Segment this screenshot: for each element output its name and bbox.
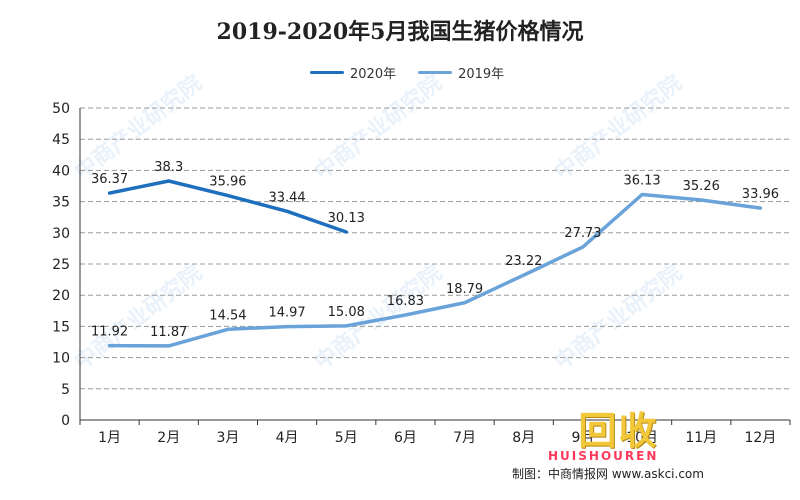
chart-title: 2019-2020年5月我国生猪价格情况 [216,19,584,45]
data-point [344,230,348,234]
legend-item-2020: 2020年 [310,63,396,82]
y-tick-label: 0 [61,413,70,429]
legend-label-2020: 2020年 [350,66,397,82]
data-point [285,325,289,329]
data-point [167,179,171,183]
chart-legend: 2020年 2019年 [310,62,504,82]
x-tick-label: 1月 [98,430,121,446]
footer-url: www.askci.com [611,467,704,481]
data-point [463,301,467,305]
data-label: 27.73 [564,226,601,241]
y-tick-label: 10 [52,351,70,367]
data-label: 15.08 [328,305,365,320]
data-label: 14.54 [209,308,246,323]
y-tick-label: 15 [52,319,70,335]
data-point [758,206,762,210]
y-tick-label: 40 [52,163,70,179]
x-tick-label: 11月 [685,430,717,446]
x-tick-label: 5月 [335,430,358,446]
data-label: 35.96 [209,175,246,190]
y-tick-label: 50 [52,101,70,117]
data-label: 11.87 [150,325,187,340]
legend-swatch-2019 [418,70,453,74]
data-point [285,209,289,213]
brand-logo: 回收 HUISHOUREN [548,400,658,463]
footer-source: 中商情报网 [548,467,609,481]
legend-item-2019: 2019年 [418,63,504,82]
data-point [108,191,112,195]
data-label: 35.26 [683,179,720,194]
y-tick-label: 20 [52,288,70,304]
data-point [699,198,703,202]
x-tick-label: 8月 [512,430,535,446]
x-tick-label: 6月 [394,430,417,446]
x-tick-label: 10月 [626,430,658,446]
y-tick-label: 35 [52,195,70,211]
data-label: 33.44 [268,190,305,205]
y-tick-label: 25 [52,257,70,273]
data-point [522,273,526,277]
data-label: 36.13 [623,174,660,189]
data-point [640,193,644,197]
legend-swatch-2020 [310,70,344,74]
data-label: 11.92 [91,325,128,340]
data-point [108,344,112,348]
data-point [226,194,230,198]
y-tick-label: 45 [52,132,70,148]
data-point [226,327,230,331]
data-label: 16.83 [387,294,424,309]
data-label: 23.22 [505,254,542,269]
x-tick-label: 9月 [571,430,594,446]
x-tick-label: 3月 [216,430,239,446]
data-point [403,313,407,317]
footer-prefix: 制图： [512,467,549,481]
y-tick-label: 30 [52,226,70,242]
series-line-1 [107,192,763,348]
data-label: 18.79 [446,282,483,297]
data-point [167,344,171,348]
data-label: 14.97 [268,306,305,321]
x-tick-label: 7月 [453,430,476,446]
chart-footer: 制图：中商情报网 www.askci.com [512,465,704,482]
y-tick-label: 5 [61,382,70,398]
logo-sub-text: HUISHOUREN [548,449,659,463]
data-label: 33.96 [742,187,779,202]
logo-main-text: 回收 [578,409,659,453]
data-label: 38.3 [154,160,183,175]
legend-label-2019: 2019年 [458,66,505,82]
data-point [344,324,348,328]
x-tick-label: 2月 [157,430,180,446]
data-point [581,245,585,249]
x-tick-label: 12月 [745,430,777,446]
data-label: 36.37 [91,172,128,187]
data-label: 30.13 [328,211,365,226]
x-tick-label: 4月 [276,430,299,446]
